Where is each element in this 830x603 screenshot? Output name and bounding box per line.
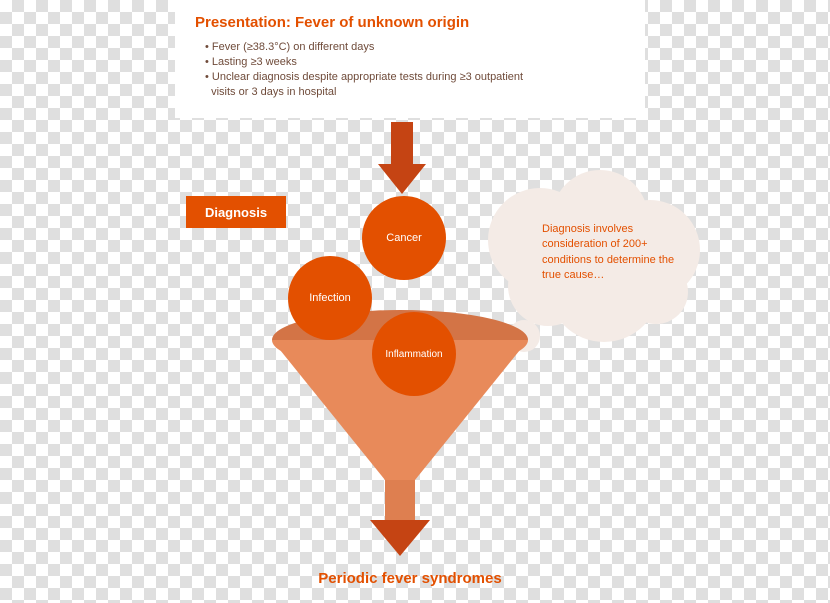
inflammation-circle: Inflammation	[372, 312, 456, 396]
footer-title: Periodic fever syndromes	[270, 570, 550, 587]
diagram-canvas: Presentation: Fever of unknown origin Fe…	[0, 0, 830, 603]
funnel-icon	[0, 0, 830, 603]
infection-circle: Infection	[288, 256, 372, 340]
cancer-circle: Cancer	[362, 196, 446, 280]
content-layer: Presentation: Fever of unknown origin Fe…	[0, 0, 830, 603]
